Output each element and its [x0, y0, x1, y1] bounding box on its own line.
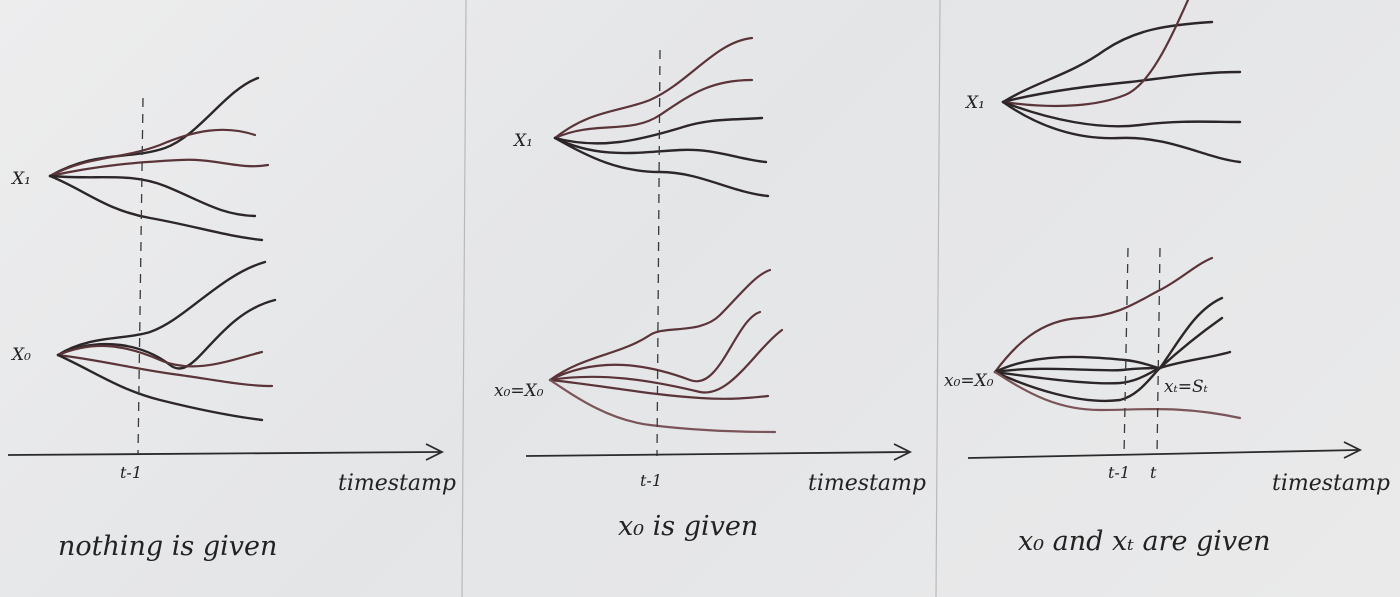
trajectory — [1001, 100, 1242, 128]
trajectory — [548, 378, 777, 434]
trajectory — [56, 298, 277, 370]
panel-x0-given: X₁ x₀=X₀ t-1 timestamp x₀ is given — [494, 36, 926, 542]
trajectory — [993, 256, 1214, 374]
trajectory — [1001, 70, 1242, 104]
t-minus-1-line — [137, 97, 144, 456]
tick-label-t-minus-1: t-1 — [120, 463, 142, 482]
panel-divider-1 — [461, 0, 467, 597]
x0-trajectories — [548, 268, 784, 434]
trajectory — [48, 174, 264, 242]
trajectory — [56, 260, 267, 357]
x1-trajectories — [1001, 0, 1242, 164]
x0-trajectories — [56, 260, 277, 422]
axis-label-timestamp: timestamp — [338, 471, 456, 496]
trajectory — [48, 174, 257, 218]
panel-nothing-given: X₁ X₀ t-1 timestamp nothing is given — [7, 76, 456, 562]
x1-label: X₁ — [964, 93, 985, 113]
x1-trajectories — [553, 36, 770, 198]
t-line — [1156, 247, 1161, 457]
trajectory — [548, 378, 770, 400]
trajectory — [548, 328, 784, 394]
panel-x0-xt-given: X₁ x₀=X₀ xₜ=Sₜ t-1 t timestamp x₀ and xₜ… — [944, 0, 1390, 557]
trajectory — [993, 370, 1242, 420]
caption-x0-xt-given: x₀ and xₜ are given — [1018, 526, 1271, 557]
time-axis — [967, 449, 1359, 459]
t-minus-1-line — [656, 49, 661, 457]
caption-x0-given: x₀ is given — [618, 511, 758, 542]
trajectory — [553, 136, 770, 198]
trajectory — [56, 353, 264, 422]
tick-label-t: t — [1150, 463, 1157, 482]
axis-arrowhead — [425, 443, 445, 461]
x0-label: x₀=X₀ — [494, 381, 544, 401]
x1-trajectories — [48, 76, 270, 242]
trajectory — [548, 268, 772, 382]
t-minus-1-line — [1123, 247, 1129, 457]
x0-trajectories — [993, 256, 1242, 420]
trajectory — [1001, 100, 1242, 164]
trajectory — [993, 296, 1224, 374]
axis-arrowhead — [893, 443, 913, 461]
time-axis — [7, 451, 441, 456]
x1-label: X₁ — [10, 169, 31, 189]
trajectory — [1001, 20, 1214, 104]
tick-label-t-minus-1: t-1 — [640, 471, 662, 490]
x0-label: x₀=X₀ — [944, 371, 994, 391]
trajectory — [48, 128, 257, 178]
x0-label: X₀ — [10, 345, 31, 365]
trajectory — [553, 116, 764, 145]
axis-arrowhead — [1343, 441, 1363, 459]
trajectory — [553, 136, 768, 164]
trajectory — [548, 310, 762, 383]
trajectory — [993, 366, 1162, 403]
trajectory — [553, 78, 754, 140]
trajectory — [1001, 0, 1190, 108]
trajectory — [56, 353, 274, 388]
xt-label: xₜ=Sₜ — [1164, 377, 1209, 397]
axis-label-timestamp: timestamp — [808, 471, 926, 496]
trajectory — [553, 36, 754, 140]
tick-label-t-minus-1: t-1 — [1108, 463, 1130, 482]
trajectory — [48, 158, 270, 178]
trajectory — [993, 350, 1232, 385]
x1-label: X₁ — [512, 131, 533, 151]
axis-label-timestamp: timestamp — [1272, 471, 1390, 496]
caption-nothing-given: nothing is given — [58, 531, 277, 562]
time-axis — [525, 451, 909, 457]
panel-divider-2 — [935, 0, 941, 597]
trajectory — [56, 344, 264, 368]
trajectory — [993, 316, 1224, 374]
